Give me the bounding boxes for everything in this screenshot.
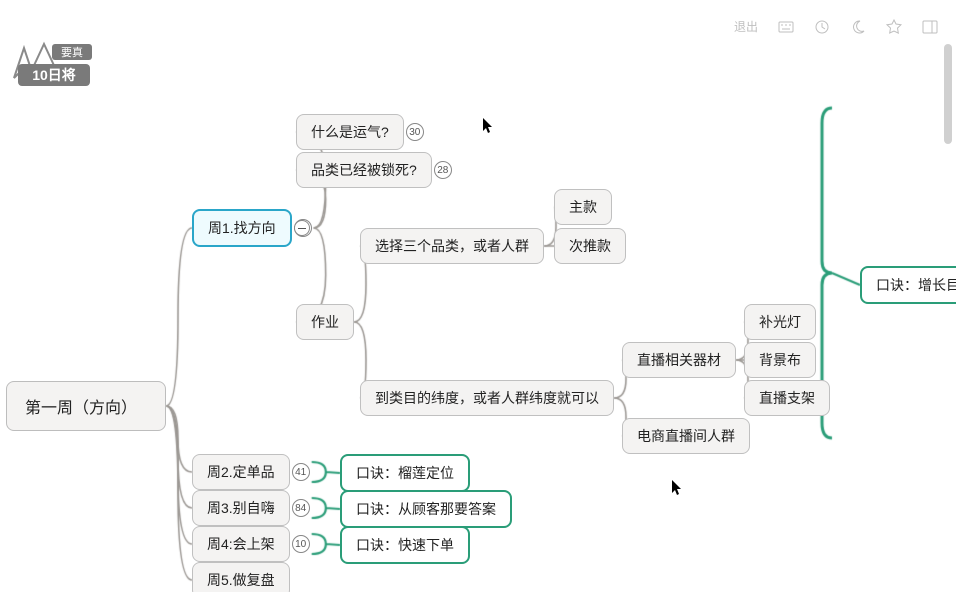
mindmap-node-w1c2[interactable]: 到类目的纬度，或者人群纬度就可以 bbox=[360, 380, 614, 416]
mindmap-node-root[interactable]: 第一周（方向） bbox=[6, 381, 166, 431]
badge-w4: 10 bbox=[292, 535, 310, 553]
mindmap-node-w1c1[interactable]: 选择三个品类，或者人群 bbox=[360, 228, 544, 264]
cursor-icon bbox=[483, 118, 495, 137]
cursor-icon bbox=[672, 480, 684, 499]
badge-w1b: 28 bbox=[434, 161, 452, 179]
star-icon[interactable] bbox=[886, 19, 902, 35]
keyboard-icon[interactable] bbox=[778, 19, 794, 35]
mindmap-node-w1c[interactable]: 作业 bbox=[296, 304, 354, 340]
mindmap-node-w1c2a[interactable]: 直播相关器材 bbox=[622, 342, 736, 378]
top-toolbar: 退出 bbox=[734, 18, 938, 35]
mindmap-node-w4k[interactable]: 口诀：快速下单 bbox=[340, 526, 470, 564]
mindmap-node-w1c2b[interactable]: 电商直播间人群 bbox=[622, 418, 750, 454]
mindmap-node-w2[interactable]: 周2.定单品 bbox=[192, 454, 290, 490]
layout-icon[interactable] bbox=[922, 19, 938, 35]
mindmap-node-w1c1a[interactable]: 主款 bbox=[554, 189, 612, 225]
badge-w2: 41 bbox=[292, 463, 310, 481]
mindmap-node-w3[interactable]: 周3.别自嗨 bbox=[192, 490, 290, 526]
mindmap-node-right[interactable]: 口诀：增长目 bbox=[860, 266, 956, 304]
mindmap-node-w1c1b[interactable]: 次推款 bbox=[554, 228, 626, 264]
svg-text:要真: 要真 bbox=[61, 45, 83, 59]
mindmap-node-w1[interactable]: 周1.找方向 bbox=[192, 209, 292, 247]
moon-icon[interactable] bbox=[850, 19, 866, 35]
mindmap-node-w5[interactable]: 周5.做复盘 bbox=[192, 562, 290, 592]
vertical-scrollbar[interactable] bbox=[944, 44, 952, 144]
mindmap-node-w4[interactable]: 周4:会上架 bbox=[192, 526, 290, 562]
mindmap-node-w3k[interactable]: 口诀：从顾客那要答案 bbox=[340, 490, 512, 528]
collapse-toggle-w1[interactable] bbox=[294, 220, 310, 236]
mindmap-node-w1c2a2[interactable]: 背景布 bbox=[744, 342, 816, 378]
mindmap-node-w1b[interactable]: 品类已经被锁死? bbox=[296, 152, 432, 188]
badge-w3: 84 bbox=[292, 499, 310, 517]
clock-icon[interactable] bbox=[814, 19, 830, 35]
mindmap-node-w1c2a1[interactable]: 补光灯 bbox=[744, 304, 816, 340]
exit-button[interactable]: 退出 bbox=[734, 18, 758, 35]
mindmap-node-w1c2a3[interactable]: 直播支架 bbox=[744, 380, 830, 416]
mindmap-node-w2k[interactable]: 口诀：榴莲定位 bbox=[340, 454, 470, 492]
badge-w1a: 30 bbox=[406, 123, 424, 141]
mindmap-node-w1a[interactable]: 什么是运气? bbox=[296, 114, 404, 150]
svg-text:10日将: 10日将 bbox=[32, 67, 76, 83]
logo: 要真 10日将 bbox=[8, 38, 96, 90]
